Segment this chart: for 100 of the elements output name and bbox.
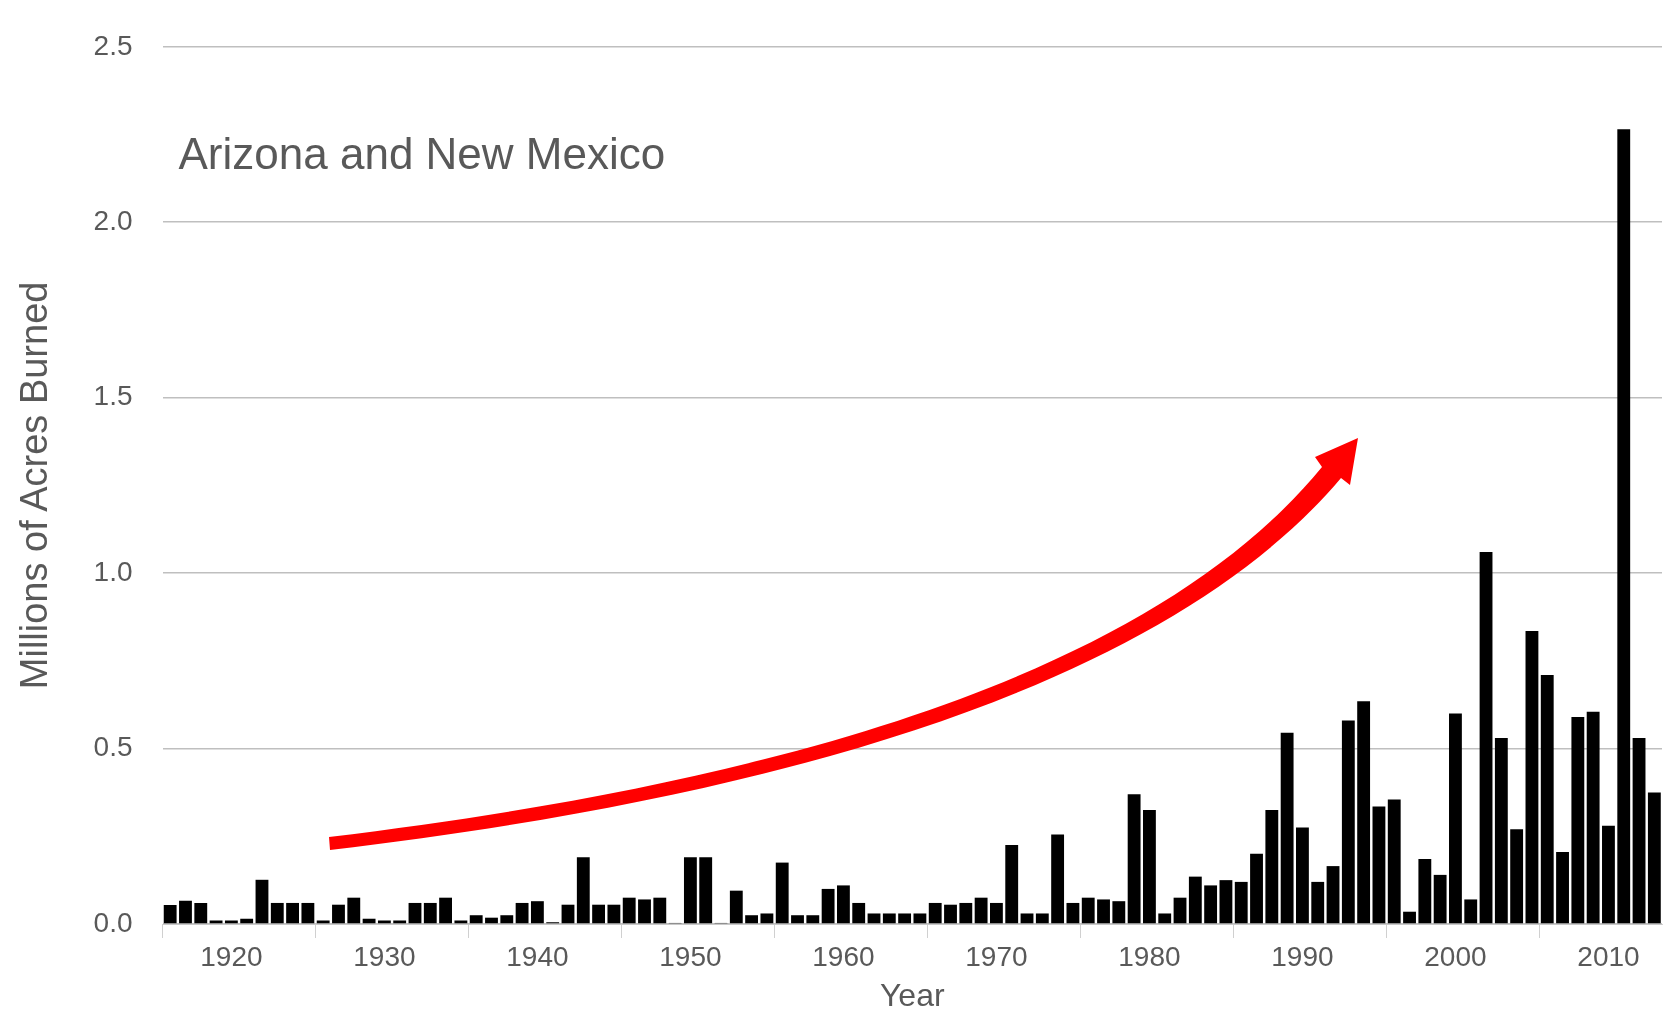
x-tick-label: 1970 — [965, 940, 1028, 972]
y-tick-label: 1.0 — [93, 555, 133, 587]
bar — [1173, 897, 1187, 924]
bar — [469, 915, 483, 924]
bar — [592, 904, 606, 924]
bar — [270, 902, 284, 924]
bar — [301, 902, 315, 924]
bar — [485, 917, 498, 924]
bar — [1097, 899, 1110, 924]
y-tick-label: 0.5 — [93, 731, 133, 763]
text: Arizona and New Mexico — [178, 128, 666, 178]
bar — [1143, 809, 1156, 924]
bar — [760, 913, 774, 924]
bar — [775, 862, 789, 924]
bar — [638, 899, 651, 924]
bar — [1234, 881, 1248, 924]
bar — [347, 897, 361, 924]
y-tick-label: 1.5 — [93, 380, 133, 412]
x-axis-title: Year — [879, 976, 945, 1013]
x-tick-label: 1940 — [506, 940, 569, 972]
bar — [1265, 809, 1279, 924]
bar — [653, 897, 667, 924]
bar — [1571, 716, 1585, 924]
bar — [163, 905, 177, 924]
bar — [515, 902, 529, 924]
bar — [224, 920, 238, 924]
bar — [439, 897, 453, 924]
bar — [852, 902, 866, 924]
bar — [1510, 829, 1524, 924]
bar — [1326, 866, 1340, 924]
bar — [362, 918, 376, 924]
bar — [209, 920, 223, 924]
bar — [836, 885, 850, 924]
x-tick-label: 2000 — [1424, 940, 1487, 972]
bar — [286, 902, 300, 924]
y-axis-title: Millions of Acres Burned — [13, 281, 56, 690]
bar — [1403, 911, 1416, 924]
bar — [806, 915, 820, 924]
bar — [1250, 853, 1263, 924]
bar — [1418, 859, 1432, 924]
bar — [1387, 799, 1401, 924]
bar — [179, 900, 192, 924]
bar — [332, 904, 345, 924]
bar — [408, 902, 422, 924]
bar — [1449, 713, 1462, 924]
bar — [1341, 720, 1355, 924]
bar — [1020, 913, 1034, 924]
bar — [530, 901, 544, 924]
bar — [1464, 899, 1478, 924]
bar — [1204, 885, 1218, 924]
bar — [622, 897, 636, 924]
bar — [255, 879, 269, 924]
bar — [913, 913, 927, 924]
y-tick-label: 2.0 — [93, 204, 133, 236]
x-tick-label: 2010 — [1577, 940, 1640, 972]
bar — [1296, 827, 1309, 924]
x-tick-label: 1950 — [659, 940, 722, 972]
bar — [974, 897, 988, 924]
bar — [791, 915, 804, 924]
bar — [1081, 897, 1095, 924]
bar — [944, 904, 957, 924]
bar — [1127, 794, 1141, 924]
bar — [1005, 845, 1019, 924]
bar — [607, 904, 621, 924]
bar — [898, 913, 912, 924]
bar — [821, 888, 835, 924]
bar — [729, 890, 743, 924]
x-tick-label: 1920 — [200, 940, 263, 972]
bar — [1051, 834, 1065, 924]
bar — [1494, 738, 1508, 924]
bar — [683, 857, 697, 924]
bar — [1540, 674, 1554, 924]
bar — [1112, 901, 1126, 924]
bar — [959, 902, 973, 924]
bar — [867, 913, 881, 924]
bar — [500, 915, 514, 924]
bar — [576, 857, 590, 924]
bar — [1357, 701, 1371, 924]
bar — [316, 920, 330, 924]
bar — [928, 902, 942, 924]
bar — [1158, 913, 1172, 924]
bar — [1586, 711, 1600, 924]
bar — [989, 902, 1003, 924]
bar — [882, 913, 896, 924]
bar — [1066, 902, 1080, 924]
x-tick-label: 1990 — [1271, 940, 1334, 972]
y-tick-label: 2.5 — [93, 29, 133, 61]
bar — [1188, 876, 1202, 924]
bar — [745, 915, 759, 924]
bar — [423, 902, 437, 924]
bar — [1632, 738, 1646, 924]
bar — [454, 920, 468, 924]
x-tick-label: 1980 — [1118, 940, 1181, 972]
bar — [240, 918, 254, 924]
bar — [1479, 552, 1493, 924]
bar — [1433, 874, 1447, 924]
bar — [1311, 881, 1325, 924]
bar — [393, 920, 407, 924]
bar — [1556, 852, 1569, 924]
y-tick-label: 0.0 — [93, 906, 133, 938]
